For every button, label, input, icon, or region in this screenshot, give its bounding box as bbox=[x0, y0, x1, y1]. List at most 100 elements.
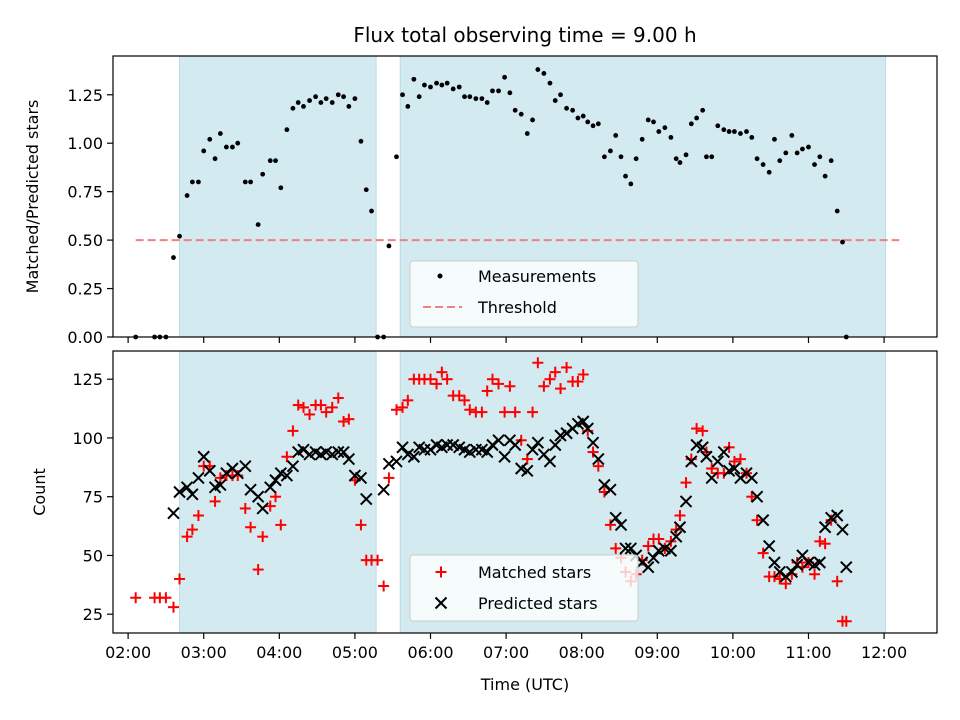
matched-star-point bbox=[209, 495, 221, 507]
predicted-star-point bbox=[192, 471, 205, 485]
predicted-star-point-b bbox=[256, 502, 269, 515]
matched-star-point bbox=[264, 500, 276, 512]
measurement-point bbox=[171, 255, 176, 260]
predicted-star-point bbox=[696, 441, 709, 454]
predicted-star-point-b bbox=[745, 471, 758, 485]
predicted-star-point-b bbox=[167, 506, 180, 520]
legend: Measurements Threshold bbox=[409, 260, 639, 328]
predicted-star-point-b bbox=[515, 462, 528, 475]
predicted-star-point bbox=[239, 459, 252, 473]
matched-star-point bbox=[499, 406, 511, 418]
matched-star-point bbox=[706, 463, 718, 474]
measurement-point bbox=[422, 82, 427, 88]
measurement-point bbox=[255, 222, 261, 228]
predicted-star-point-b bbox=[642, 560, 655, 574]
x-tick-label: 02:00 bbox=[105, 643, 151, 662]
measurement-point bbox=[273, 158, 278, 164]
predicted-star-point-b bbox=[453, 441, 466, 454]
measurement-point bbox=[633, 156, 639, 162]
predicted-star-point-b bbox=[274, 466, 288, 480]
measurement-point bbox=[295, 100, 301, 105]
predicted-star-point bbox=[508, 438, 522, 452]
predicted-star-point-b bbox=[768, 556, 781, 569]
predicted-star-point-b bbox=[673, 521, 687, 534]
x-tick-label: 08:00 bbox=[559, 643, 605, 662]
predicted-star-point bbox=[604, 483, 617, 496]
predicted-star-point bbox=[664, 544, 678, 557]
predicted-star-point-b bbox=[604, 483, 617, 496]
predicted-star-point-b bbox=[251, 490, 265, 503]
measurement-point bbox=[307, 98, 312, 103]
predicted-star-point-b bbox=[696, 441, 709, 454]
measurement-point bbox=[369, 208, 374, 214]
predicted-star-point-b bbox=[802, 556, 815, 569]
measurement-point bbox=[329, 100, 335, 105]
matched-star-point bbox=[814, 535, 826, 547]
measurement-point bbox=[744, 129, 749, 134]
measurement-point bbox=[248, 179, 253, 185]
y-tick-label: 0.25 bbox=[67, 280, 103, 299]
predicted-star-point bbox=[480, 445, 494, 459]
predicted-star-point bbox=[498, 450, 511, 463]
measurement-point bbox=[766, 169, 772, 175]
measurement-point bbox=[184, 193, 190, 198]
predicted-star-point bbox=[173, 485, 186, 499]
matched-star-point bbox=[431, 378, 443, 390]
legend-label-measurements: Measurements bbox=[478, 267, 596, 286]
x-tick-label: 05:00 bbox=[332, 643, 378, 662]
predicted-star-point-b bbox=[679, 495, 693, 508]
predicted-star-point bbox=[377, 483, 390, 496]
observing-window bbox=[179, 55, 377, 338]
predicted-star-point-b bbox=[348, 469, 362, 482]
predicted-star-point-b bbox=[342, 452, 356, 466]
predicted-star-point bbox=[203, 464, 216, 478]
measurement-point bbox=[496, 88, 501, 94]
measurement-point bbox=[242, 179, 248, 185]
measurement-point bbox=[358, 138, 364, 144]
predicted-star-point-b bbox=[412, 441, 426, 454]
predicted-star-point-b bbox=[319, 445, 333, 459]
measurement-point bbox=[800, 146, 805, 152]
matched-star-point bbox=[281, 451, 293, 463]
matched-star-point bbox=[464, 404, 476, 416]
predicted-star-point bbox=[762, 539, 776, 553]
predicted-star-point-b bbox=[685, 455, 698, 468]
predicted-star-point-b bbox=[280, 469, 294, 482]
predicted-star-point-b bbox=[543, 455, 557, 468]
matched-star-point bbox=[441, 373, 453, 385]
matched-star-point bbox=[402, 394, 414, 406]
measurement-point bbox=[822, 173, 828, 179]
matched-star-point bbox=[332, 392, 344, 404]
predicted-star-point-b bbox=[690, 438, 703, 452]
matched-star-point bbox=[383, 472, 395, 484]
measurement-point bbox=[623, 173, 628, 179]
predicted-star-point bbox=[745, 471, 758, 485]
measurement-point bbox=[754, 156, 760, 162]
predicted-star-point bbox=[728, 462, 741, 475]
predicted-star-point-b bbox=[614, 518, 628, 532]
measurement-point bbox=[709, 154, 715, 160]
x-axis-title: Time (UTC) bbox=[480, 675, 569, 694]
y-axis-title: Count bbox=[30, 468, 49, 516]
predicted-star-point-b bbox=[475, 443, 489, 456]
measurement-point bbox=[738, 131, 743, 136]
measurement-point bbox=[502, 74, 507, 80]
predicted-star-point-b bbox=[446, 438, 460, 452]
matched-star-point bbox=[459, 394, 471, 406]
predicted-star-point-b bbox=[705, 471, 718, 485]
y-tick-label: 1.00 bbox=[67, 134, 103, 153]
measurement-point bbox=[524, 131, 530, 136]
predicted-star-point-b bbox=[818, 521, 832, 534]
measurement-point bbox=[394, 154, 399, 160]
x-axis-ticks bbox=[127, 337, 885, 343]
matched-star-point bbox=[186, 524, 198, 536]
matched-star-point bbox=[275, 519, 287, 531]
measurement-point bbox=[783, 150, 789, 156]
matched-star-point bbox=[674, 510, 686, 521]
measurement-point bbox=[651, 119, 656, 125]
predicted-star-point-b bbox=[831, 509, 844, 522]
measurement-point bbox=[662, 125, 668, 131]
predicted-star-point-b bbox=[203, 464, 216, 478]
plot-frame bbox=[112, 350, 938, 634]
predicted-star-point bbox=[647, 551, 660, 565]
